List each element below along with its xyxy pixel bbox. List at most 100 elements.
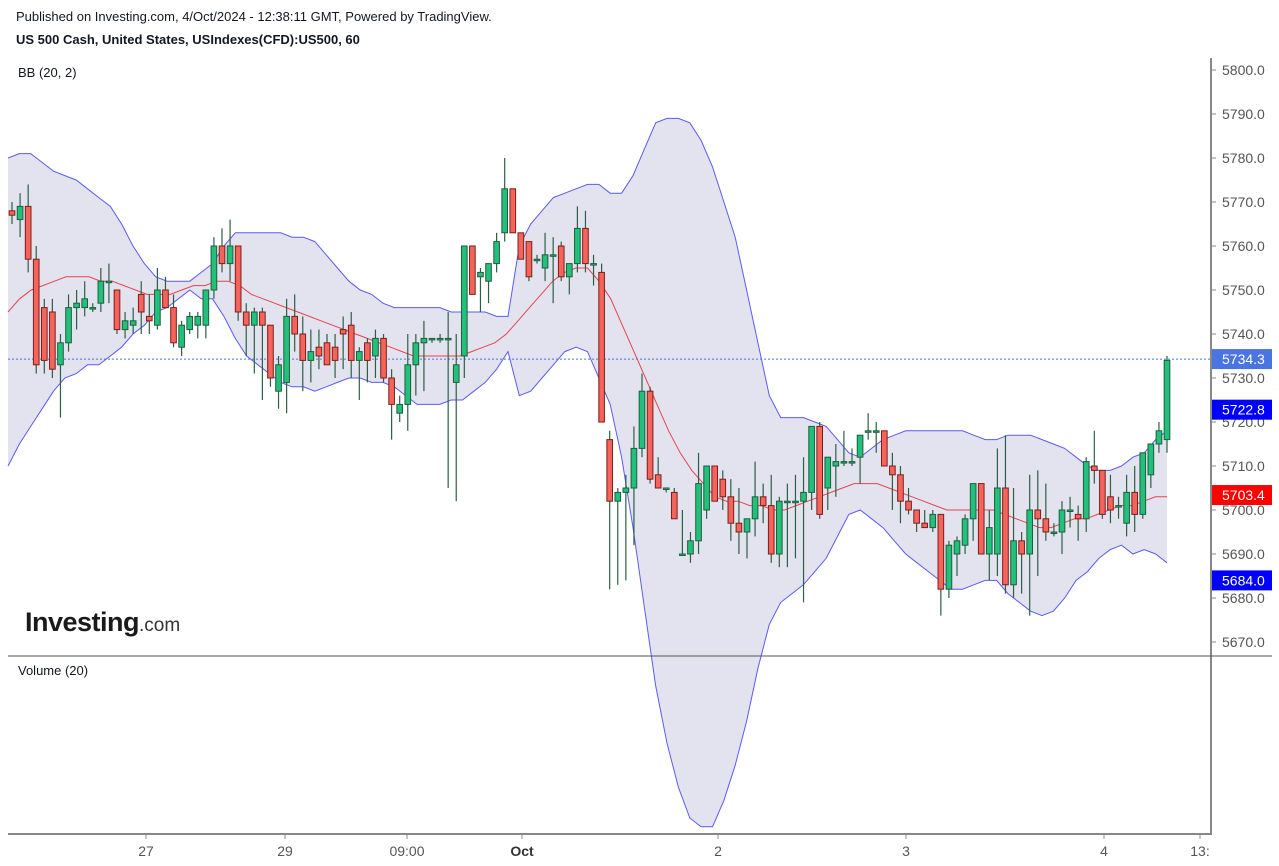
- candle: [420, 337, 428, 344]
- candle: [1099, 469, 1106, 515]
- candle: [929, 513, 937, 529]
- bollinger-bands: [7, 117, 1168, 828]
- y-tick-label: 5670.0: [1222, 634, 1265, 650]
- y-tick-label: 5690.0: [1222, 546, 1265, 562]
- x-tick-label: 27: [138, 843, 154, 859]
- candle: [832, 461, 840, 467]
- y-tick-label: 5710.0: [1222, 458, 1265, 474]
- price-tags: 5734.3 5722.8 5703.4 5684.0: [1212, 349, 1272, 591]
- candle: [234, 245, 242, 313]
- candle: [121, 320, 129, 331]
- candle: [985, 527, 993, 555]
- price-tag-lower: [1212, 570, 1272, 591]
- candle: [194, 315, 202, 326]
- candlesticks: [8, 158, 1171, 616]
- symbol-title: US 500 Cash, United States, USIndexes(CF…: [16, 32, 360, 47]
- candle: [436, 337, 444, 341]
- candle: [630, 447, 638, 489]
- candle: [444, 337, 452, 341]
- candle: [89, 307, 97, 310]
- candle: [291, 315, 299, 335]
- candle: [1034, 509, 1042, 520]
- bb-lower-line: [7, 289, 1168, 828]
- candle: [557, 245, 565, 278]
- price-tag-upper: [1212, 399, 1272, 420]
- candle: [864, 430, 872, 433]
- candle: [969, 483, 977, 520]
- candle: [945, 544, 953, 590]
- candle: [913, 509, 920, 524]
- candle: [784, 500, 791, 504]
- candle: [412, 342, 420, 366]
- candle: [525, 241, 533, 278]
- candle: [759, 496, 767, 507]
- y-tick-label: 5750.0: [1222, 282, 1265, 298]
- candle: [848, 461, 856, 464]
- candle: [533, 258, 541, 262]
- y-tick-label: 5760.0: [1222, 238, 1265, 254]
- price-tag-last: [1212, 349, 1272, 370]
- candle: [646, 390, 654, 480]
- y-tick-label: 5700.0: [1222, 502, 1265, 518]
- candle: [921, 522, 929, 529]
- x-axis[interactable]: 27 29 09:00 Oct 2 3 4 13:: [8, 833, 1212, 859]
- bb-indicator-label[interactable]: BB (20, 2): [18, 65, 77, 80]
- candle: [727, 496, 735, 524]
- candle: [1090, 465, 1098, 471]
- candle: [719, 478, 727, 498]
- candle: [1155, 430, 1163, 445]
- candle: [614, 491, 622, 502]
- candle: [299, 333, 307, 361]
- candle: [8, 210, 16, 216]
- candle: [1042, 518, 1050, 533]
- candle: [1115, 505, 1122, 508]
- candle: [905, 500, 912, 511]
- candle: [355, 351, 363, 361]
- candle: [541, 254, 549, 269]
- candle: [16, 205, 24, 221]
- x-tick-label: 4: [1100, 843, 1108, 859]
- candle: [202, 289, 210, 326]
- candle: [687, 540, 694, 555]
- candle: [1050, 531, 1058, 534]
- candle: [469, 245, 476, 295]
- candle: [679, 553, 686, 556]
- candle: [32, 258, 40, 366]
- candle: [638, 390, 646, 449]
- candle: [565, 263, 573, 278]
- candle: [1147, 443, 1155, 476]
- volume-indicator-label[interactable]: Volume (20): [18, 663, 89, 678]
- x-tick-label: 3: [902, 843, 910, 859]
- candle: [154, 289, 161, 326]
- candle: [267, 324, 274, 379]
- candle: [1066, 509, 1074, 512]
- candle: [339, 329, 347, 335]
- candle: [97, 280, 105, 304]
- candle: [703, 465, 710, 511]
- candle: [275, 364, 282, 392]
- candle: [452, 364, 460, 383]
- y-axis[interactable]: 5800.0 5790.0 5780.0 5770.0 5760.0 5750.0 5740…: [1210, 58, 1272, 835]
- price-tag-label: 5734.3: [1222, 351, 1265, 367]
- x-tick-label: 13:: [1190, 843, 1209, 859]
- candle: [582, 227, 589, 265]
- candle: [388, 377, 395, 405]
- candle: [250, 311, 258, 326]
- candle: [1123, 491, 1130, 524]
- candle: [145, 315, 153, 322]
- candle: [897, 474, 904, 502]
- candle: [477, 271, 484, 278]
- price-tag-basis: [1212, 485, 1272, 506]
- candle: [517, 232, 525, 260]
- candle: [315, 346, 323, 357]
- candle: [1139, 452, 1147, 515]
- candle: [113, 289, 121, 331]
- candle: [73, 302, 80, 309]
- y-tick-label: 5790.0: [1222, 106, 1265, 122]
- price-tag-label: 5722.8: [1222, 402, 1265, 418]
- candle: [670, 491, 678, 520]
- candle: [654, 474, 662, 489]
- candle: [711, 465, 719, 502]
- candle: [129, 320, 137, 326]
